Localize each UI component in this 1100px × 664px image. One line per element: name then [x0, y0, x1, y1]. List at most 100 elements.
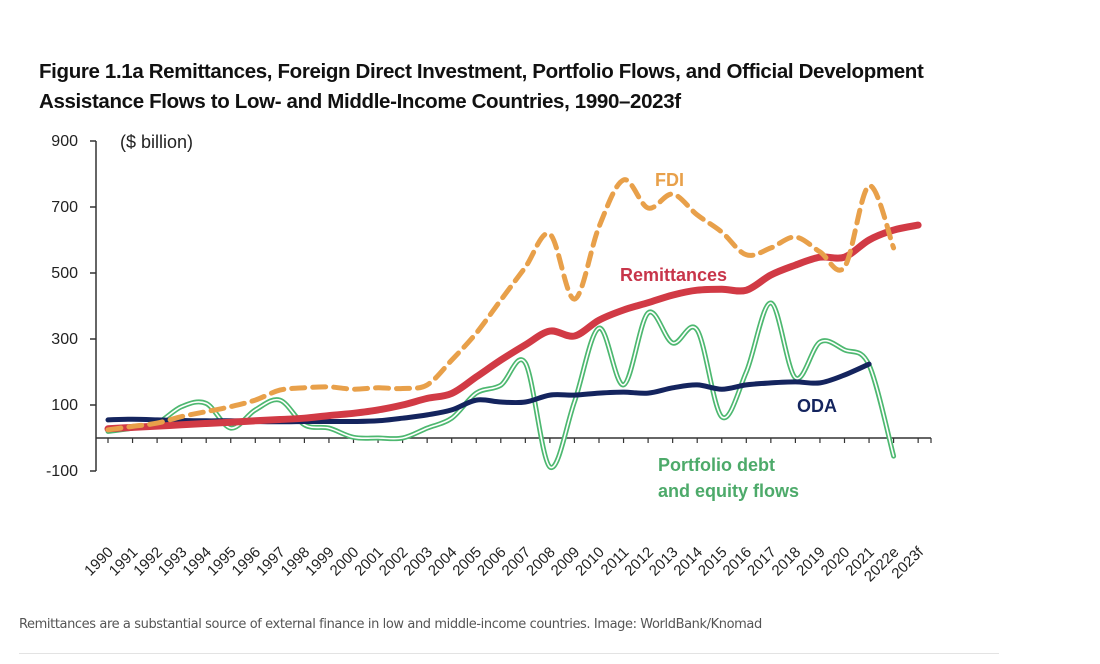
data-point-fdi — [499, 298, 503, 302]
data-point-oda — [769, 381, 773, 385]
data-point-fdi — [573, 297, 577, 301]
data-point-oda — [376, 419, 380, 423]
series-label-oda: ODA — [797, 396, 837, 416]
data-point-remittances — [376, 408, 380, 412]
data-point-fdi — [523, 265, 527, 269]
data-point-oda — [327, 420, 331, 424]
data-point-remittances — [646, 301, 650, 305]
data-point-fdi — [622, 178, 626, 182]
data-point-remittances — [180, 423, 184, 427]
divider — [19, 653, 999, 654]
data-point-remittances — [744, 288, 748, 292]
data-point-fdi — [401, 387, 405, 391]
data-point-oda — [131, 417, 135, 421]
data-point-fdi — [597, 225, 601, 229]
data-point-fdi — [818, 250, 822, 254]
data-point-fdi — [253, 398, 257, 402]
series-label-fdi: FDI — [655, 170, 684, 190]
data-point-remittances — [769, 273, 773, 277]
data-point-fdi — [867, 184, 871, 188]
data-point-oda — [867, 362, 871, 366]
data-point-remittances — [622, 308, 626, 312]
data-point-fdi — [106, 428, 110, 432]
data-point-remittances — [695, 288, 699, 292]
data-point-fdi — [720, 230, 724, 234]
data-point-portfolio-debt-and-equity-flows — [352, 435, 356, 439]
data-point-portfolio-debt-and-equity-flows — [253, 408, 257, 412]
data-point-portfolio-debt-and-equity-flows — [720, 415, 724, 419]
data-point-portfolio-debt-and-equity-flows — [793, 376, 797, 380]
series-line-portfolio-debt-and-equity-flows-inner — [107, 302, 895, 469]
data-point-remittances — [523, 343, 527, 347]
y-tick-label: 300 — [51, 331, 78, 348]
data-point-fdi — [769, 246, 773, 250]
data-point-remittances — [253, 419, 257, 423]
data-point-portfolio-debt-and-equity-flows — [892, 454, 896, 458]
data-point-fdi — [155, 421, 159, 425]
data-point-remittances — [204, 422, 208, 426]
data-point-oda — [671, 386, 675, 390]
series-label-remittances: Remittances — [620, 265, 727, 285]
series-line-remittances — [104, 221, 922, 433]
data-point-portfolio-debt-and-equity-flows — [499, 383, 503, 387]
data-point-oda — [450, 408, 454, 412]
data-point-portfolio-debt-and-equity-flows — [818, 340, 822, 344]
y-tick-label: -100 — [46, 463, 78, 480]
data-point-remittances — [720, 287, 724, 291]
data-point-fdi — [450, 358, 454, 362]
data-point-oda — [597, 391, 601, 395]
data-point-oda — [474, 398, 478, 402]
data-point-fdi — [474, 331, 478, 335]
data-point-remittances — [499, 358, 503, 362]
data-point-remittances — [425, 396, 429, 400]
data-point-oda — [425, 413, 429, 417]
data-point-remittances — [916, 223, 920, 227]
data-point-fdi — [793, 235, 797, 239]
series-portfolio-debt-and-equity-flows — [105, 300, 897, 470]
data-point-oda — [548, 393, 552, 397]
series-fdi — [105, 177, 897, 433]
figure-title-line-1: Figure 1.1a Remittances, Foreign Direct … — [39, 60, 924, 83]
figure-title: Figure 1.1a Remittances, Foreign Direct … — [39, 57, 1019, 117]
data-point-remittances — [474, 375, 478, 379]
data-point-portfolio-debt-and-equity-flows — [744, 370, 748, 374]
y-tick-label: 100 — [51, 397, 78, 414]
y-tick-label: 900 — [51, 133, 78, 150]
data-point-portfolio-debt-and-equity-flows — [327, 426, 331, 430]
data-point-remittances — [573, 334, 577, 338]
labels-layer: ($ billion) FDI Remittances Portfolio de… — [120, 132, 837, 501]
data-point-remittances — [352, 411, 356, 415]
data-point-remittances — [229, 420, 233, 424]
data-point-portfolio-debt-and-equity-flows — [425, 426, 429, 430]
data-point-oda — [744, 383, 748, 387]
data-point-oda — [695, 383, 699, 387]
unit-label: ($ billion) — [120, 132, 193, 152]
data-point-portfolio-debt-and-equity-flows — [769, 301, 773, 305]
data-point-oda — [646, 391, 650, 395]
data-point-remittances — [793, 263, 797, 267]
data-point-fdi — [671, 192, 675, 196]
data-point-remittances — [597, 318, 601, 322]
data-point-portfolio-debt-and-equity-flows — [597, 326, 601, 330]
data-point-remittances — [548, 329, 552, 333]
data-point-fdi — [204, 410, 208, 414]
data-point-oda — [106, 418, 110, 422]
data-point-fdi — [229, 405, 233, 409]
data-point-fdi — [180, 415, 184, 419]
data-point-portfolio-debt-and-equity-flows — [401, 436, 405, 440]
data-point-fdi — [131, 424, 135, 428]
data-point-oda — [352, 420, 356, 424]
data-point-oda — [573, 393, 577, 397]
series-remittances — [104, 221, 922, 433]
y-tick-label: 700 — [51, 199, 78, 216]
data-point-fdi — [892, 246, 896, 250]
data-point-remittances — [302, 416, 306, 420]
data-point-fdi — [548, 232, 552, 236]
data-point-fdi — [425, 383, 429, 387]
data-point-oda — [401, 416, 405, 420]
data-point-portfolio-debt-and-equity-flows — [548, 465, 552, 469]
figure-title-line-2: Assistance Flows to Low- and Middle-Inco… — [39, 90, 681, 113]
axes: 900700500300100-100199019911992199319941… — [46, 133, 932, 585]
data-point-portfolio-debt-and-equity-flows — [474, 391, 478, 395]
y-tick-label: 500 — [51, 265, 78, 282]
